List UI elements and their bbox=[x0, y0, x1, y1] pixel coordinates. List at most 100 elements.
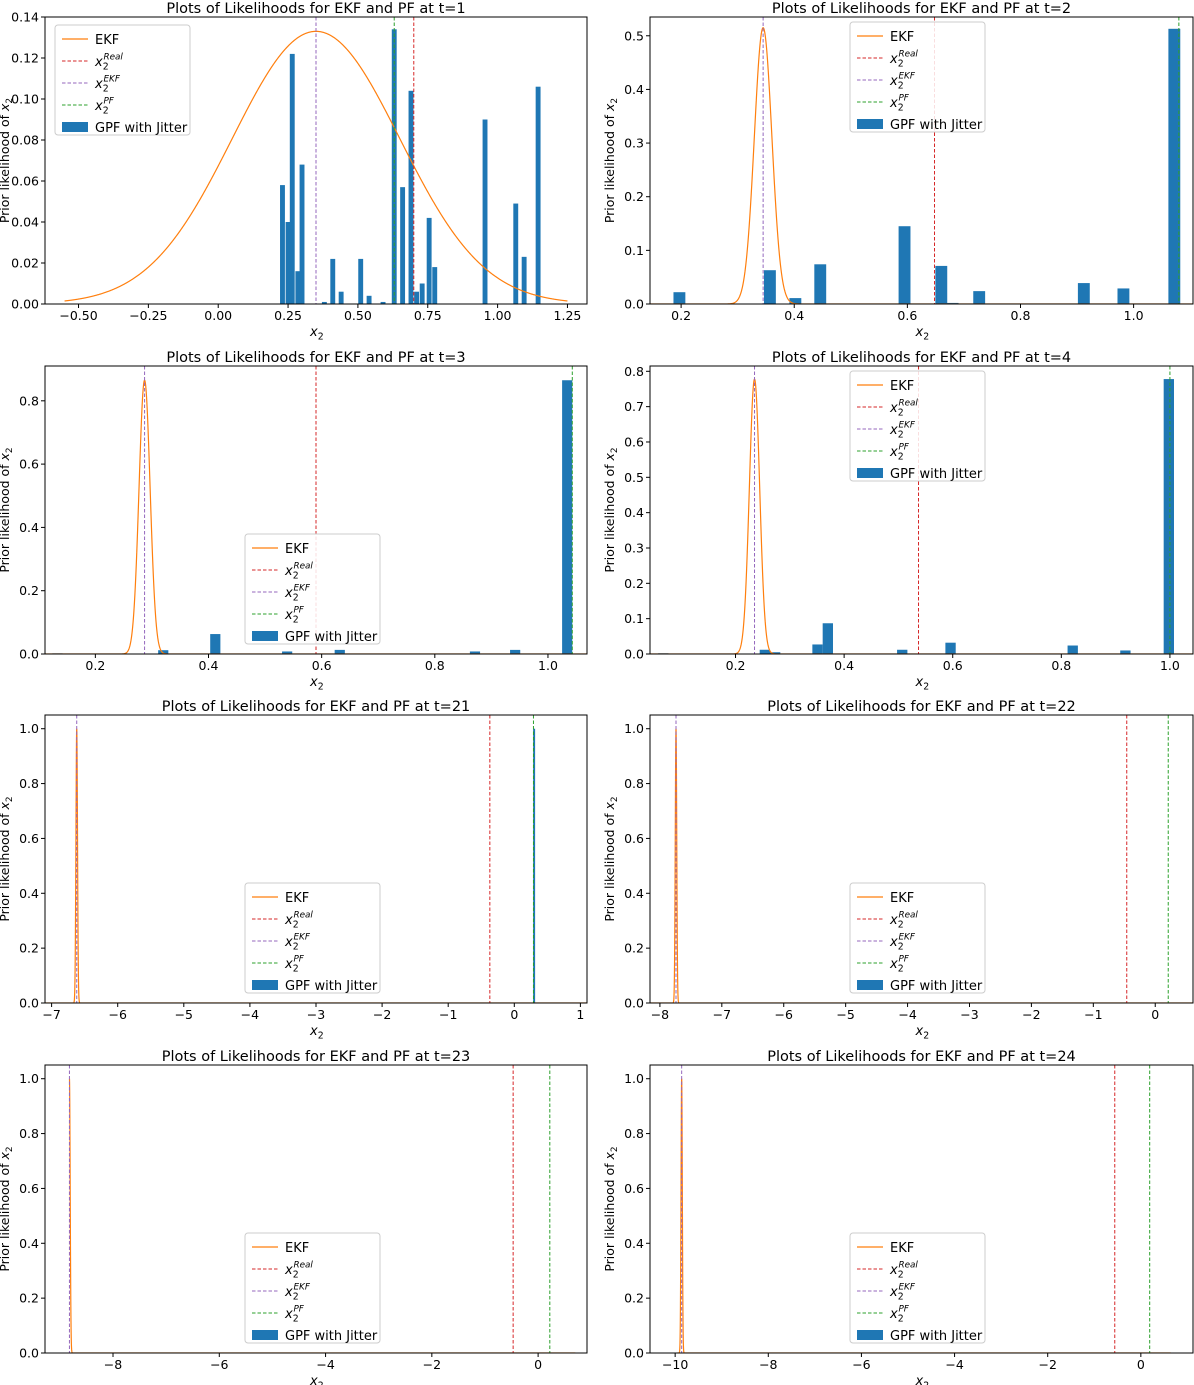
histogram-bar bbox=[759, 649, 771, 654]
histogram-bar bbox=[812, 644, 823, 654]
legend-ekf-estimate-label: x2EKF bbox=[889, 72, 916, 92]
y-tick-label: 0.4 bbox=[624, 505, 644, 520]
axes-frame bbox=[44, 16, 588, 305]
y-tick-label: 0.6 bbox=[19, 457, 39, 472]
ekf-curve bbox=[650, 27, 1193, 304]
histogram-bar bbox=[1168, 28, 1181, 304]
legend-hist-label: GPF with Jitter bbox=[285, 979, 378, 994]
x-axis-label: x2 bbox=[309, 1374, 324, 1385]
legend-real-label: x2Real bbox=[94, 53, 123, 73]
legend-ekf-label: EKF bbox=[285, 542, 309, 557]
y-tick-label: 0.4 bbox=[19, 520, 39, 535]
histogram-bar bbox=[945, 642, 956, 654]
y-tick-label: 0.10 bbox=[11, 92, 39, 107]
x-tick-label: −1 bbox=[1084, 1007, 1102, 1022]
legend-real-label: x2Real bbox=[284, 911, 313, 931]
histogram-bar bbox=[763, 270, 776, 304]
legend-box bbox=[244, 533, 381, 645]
y-axis-label: Prior likelihood of x2 bbox=[0, 796, 15, 921]
histogram-bar bbox=[285, 222, 291, 304]
x-tick-label: 1.0 bbox=[538, 658, 558, 673]
histogram-bar bbox=[158, 650, 169, 654]
y-tick-label: 0.02 bbox=[11, 256, 39, 271]
x-tick-label: 1.0 bbox=[1124, 308, 1144, 323]
subplot-6: −8 −7 −6 −5 −4 −3 −2 −1 0 0.0 0.2 0.4 0.6 0.8 1.0 Plots… bbox=[602, 699, 1194, 1042]
y-tick-label: 0.8 bbox=[624, 776, 644, 791]
y-tick-label: 0.8 bbox=[624, 364, 644, 379]
x-tick-label: −8 bbox=[104, 1357, 122, 1372]
histogram-bar bbox=[321, 301, 327, 304]
histogram-bar bbox=[282, 651, 293, 654]
subplot-3: 0.2 0.4 0.6 0.8 1.0 0.0 0.2 0.4 0.6 0.8 Plots of L… bbox=[0, 350, 588, 693]
y-tick-label: 0.0 bbox=[624, 297, 644, 312]
y-axis-label: Prior likelihood of x2 bbox=[602, 98, 620, 223]
chart-title: Plots of Likelihoods for EKF and PF at t… bbox=[767, 699, 1076, 715]
y-tick-label: 0.0 bbox=[624, 647, 644, 662]
legend-pf-label: x2PF bbox=[284, 1305, 305, 1325]
subplot-8: −10 −8 −6 −4 −2 0 0.0 0.2 0.4 0.6 0.8 1.0 Plots of L… bbox=[602, 1049, 1194, 1385]
x-tick-label: −8 bbox=[651, 1007, 669, 1022]
legend-hist-swatch bbox=[252, 631, 278, 641]
chart-title: Plots of Likelihoods for EKF and PF at t… bbox=[162, 1049, 471, 1065]
plot-area bbox=[64, 17, 568, 304]
x-tick-label: 0.4 bbox=[199, 658, 219, 673]
x-tick-label: −3 bbox=[960, 1007, 978, 1022]
chart-title: Plots of Likelihoods for EKF and PF at t… bbox=[162, 699, 471, 715]
x-tick-label: 0.2 bbox=[671, 308, 691, 323]
ekf-curve bbox=[45, 379, 587, 654]
legend-hist-label: GPF with Jitter bbox=[890, 118, 983, 133]
histogram-bar bbox=[469, 651, 481, 654]
x-axis-label: x2 bbox=[915, 675, 930, 693]
histogram-bar bbox=[789, 298, 802, 304]
legend-hist-label: GPF with Jitter bbox=[890, 1329, 983, 1344]
y-axis-label: Prior likelihood of x2 bbox=[602, 447, 620, 572]
y-tick-label: 0.1 bbox=[624, 611, 644, 626]
legend-pf-label: x2PF bbox=[889, 443, 910, 463]
y-tick-label: 0.5 bbox=[624, 470, 644, 485]
y-tick-label: 0.8 bbox=[19, 1126, 39, 1141]
y-tick-label: 0.4 bbox=[624, 886, 644, 901]
y-axis-label: Prior likelihood of x2 bbox=[0, 1146, 15, 1271]
histogram-bar bbox=[535, 86, 541, 304]
y-tick-label: 0.2 bbox=[624, 189, 644, 204]
legend-hist-label: GPF with Jitter bbox=[95, 121, 188, 136]
legend-hist-label: GPF with Jitter bbox=[890, 467, 983, 482]
y-tick-label: 0.8 bbox=[624, 1126, 644, 1141]
legend-ekf-label: EKF bbox=[285, 1241, 309, 1256]
legend-ekf-estimate-label: x2EKF bbox=[284, 584, 311, 604]
x-tick-label: 1.00 bbox=[484, 308, 512, 323]
x-tick-label: 1.25 bbox=[554, 308, 582, 323]
legend-hist-swatch bbox=[857, 468, 883, 478]
histogram-bar bbox=[935, 265, 948, 304]
y-tick-label: 1.0 bbox=[19, 721, 39, 736]
histogram-bar bbox=[338, 291, 344, 304]
legend-real-label: x2Real bbox=[284, 1261, 313, 1281]
histogram-bar bbox=[770, 652, 781, 654]
y-tick-label: 0.4 bbox=[19, 1236, 39, 1251]
legend-ekf-label: EKF bbox=[285, 891, 309, 906]
histogram-bar bbox=[898, 226, 911, 304]
legend-ekf-label: EKF bbox=[890, 379, 914, 394]
y-tick-label: 0.2 bbox=[19, 583, 39, 598]
axes-frame bbox=[44, 365, 588, 655]
histogram-bar bbox=[330, 258, 336, 304]
y-tick-label: 0.2 bbox=[19, 1291, 39, 1306]
y-tick-label: 0.12 bbox=[11, 51, 39, 66]
histogram-bar bbox=[482, 119, 488, 304]
legend-box bbox=[244, 1232, 381, 1344]
histogram-bar bbox=[408, 90, 414, 304]
histogram-bar bbox=[1077, 283, 1090, 304]
y-tick-label: 0.0 bbox=[624, 1346, 644, 1361]
legend-hist-swatch bbox=[857, 980, 883, 990]
plot-area bbox=[650, 17, 1193, 304]
legend-ekf-estimate-label: x2EKF bbox=[94, 75, 121, 95]
legend-box bbox=[849, 1232, 986, 1344]
x-tick-label: −5 bbox=[175, 1007, 193, 1022]
chart-title: Plots of Likelihoods for EKF and PF at t… bbox=[767, 1049, 1076, 1065]
y-tick-label: 0.2 bbox=[624, 576, 644, 591]
chart-title: Plots of Likelihoods for EKF and PF at t… bbox=[772, 1, 1071, 17]
legend-hist-swatch bbox=[857, 1330, 883, 1340]
axes-frame bbox=[44, 1064, 588, 1354]
histogram-bar bbox=[513, 203, 519, 304]
x-tick-label: −2 bbox=[1038, 1357, 1056, 1372]
